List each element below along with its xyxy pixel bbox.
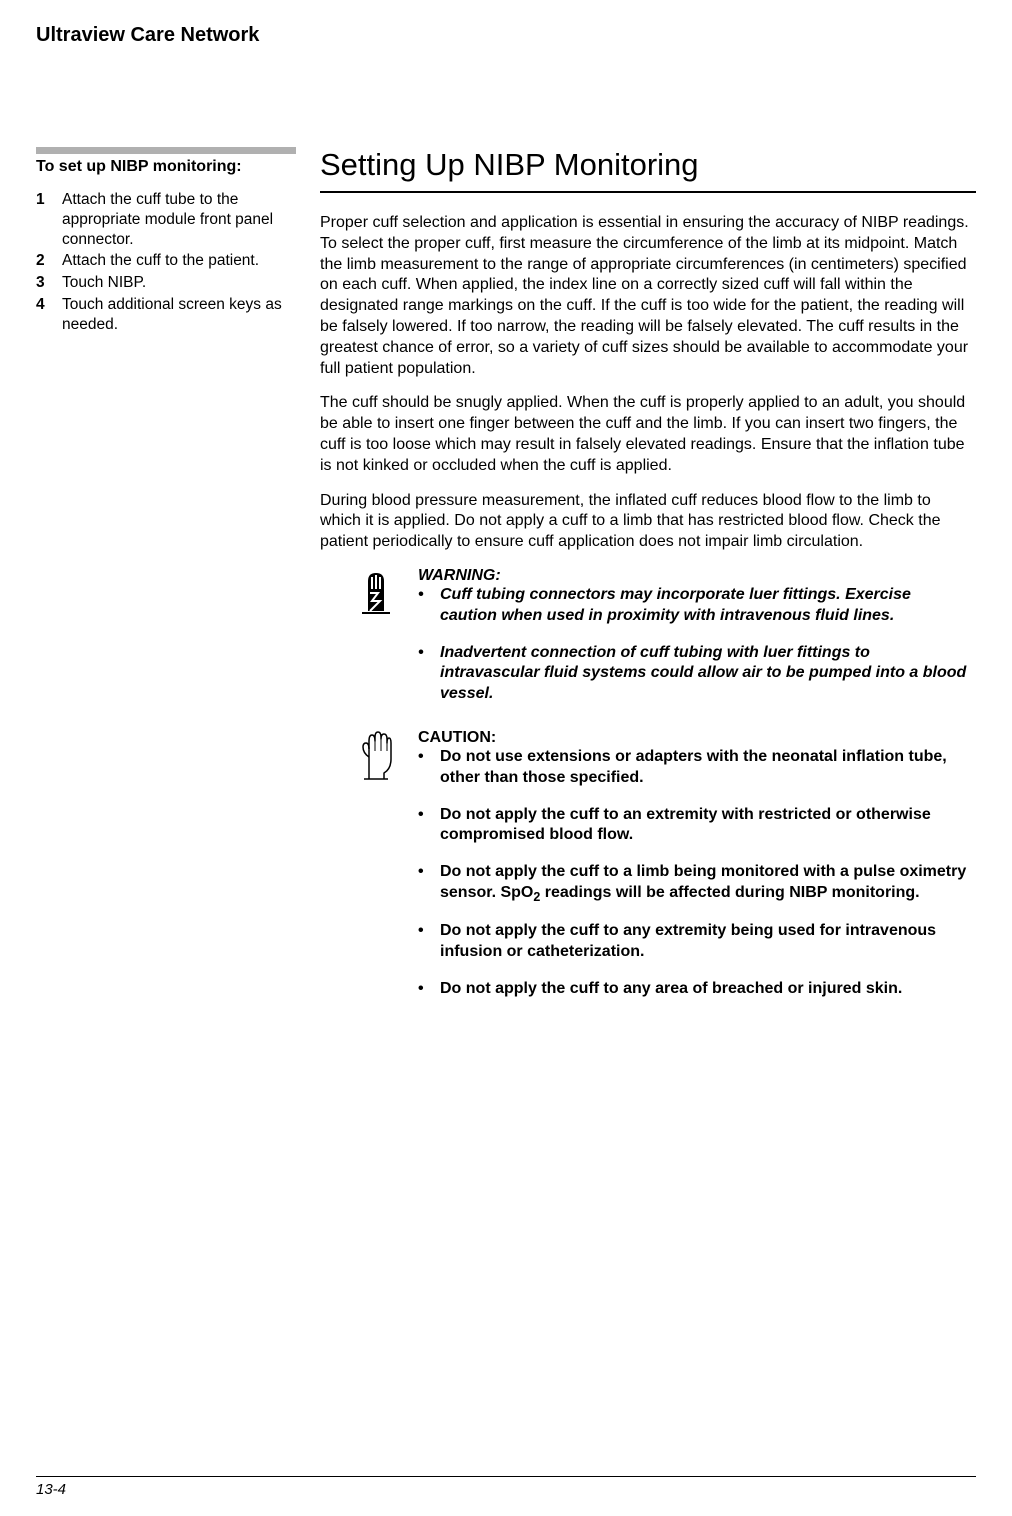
- bullet: •: [418, 862, 440, 905]
- caution-item: • Do not apply the cuff to any area of b…: [418, 979, 968, 1000]
- body-paragraph: Proper cuff selection and application is…: [320, 213, 976, 379]
- warning-block: WARNING: • Cuff tubing connectors may in…: [320, 567, 976, 721]
- step-number: 2: [36, 251, 62, 271]
- warning-text: WARNING: • Cuff tubing connectors may in…: [418, 567, 976, 721]
- bullet: •: [418, 747, 440, 789]
- sidebar-rule: [36, 147, 296, 154]
- sidebar-step: 1 Attach the cuff tube to the appropriat…: [36, 190, 296, 249]
- section-rule: [320, 191, 976, 193]
- warning-list: • Cuff tubing connectors may incorporate…: [418, 585, 968, 705]
- content: Setting Up NIBP Monitoring Proper cuff s…: [320, 147, 976, 1022]
- warning-item-text: Inadvertent connection of cuff tubing wi…: [440, 643, 968, 705]
- body-paragraph: The cuff should be snugly applied. When …: [320, 393, 976, 476]
- caution-item-text: Do not apply the cuff to a limb being mo…: [440, 862, 968, 905]
- page-footer: 13-4: [36, 1476, 976, 1498]
- warning-item: • Inadvertent connection of cuff tubing …: [418, 643, 968, 705]
- sidebar-title: To set up NIBP monitoring:: [36, 158, 296, 176]
- footer-rule: [36, 1476, 976, 1477]
- sidebar-list: 1 Attach the cuff tube to the appropriat…: [36, 190, 296, 335]
- page-number: 13-4: [36, 1481, 976, 1498]
- step-text: Touch NIBP.: [62, 273, 296, 293]
- caution-item-text: Do not use extensions or adapters with t…: [440, 747, 968, 789]
- caution-icon: [356, 729, 400, 781]
- step-text: Touch additional screen keys as needed.: [62, 295, 296, 335]
- caution-item: • Do not use extensions or adapters with…: [418, 747, 968, 789]
- caution-item-text: Do not apply the cuff to an extremity wi…: [440, 805, 968, 847]
- step-number: 3: [36, 273, 62, 293]
- caution-item: • Do not apply the cuff to an extremity …: [418, 805, 968, 847]
- sidebar: To set up NIBP monitoring: 1 Attach the …: [36, 147, 296, 337]
- caution-item: • Do not apply the cuff to a limb being …: [418, 862, 968, 905]
- step-text: Attach the cuff to the patient.: [62, 251, 296, 271]
- step-text: Attach the cuff tube to the appropriate …: [62, 190, 296, 249]
- section-title: Setting Up NIBP Monitoring: [320, 147, 976, 183]
- warning-item-text: Cuff tubing connectors may incorporate l…: [440, 585, 968, 627]
- caution-list: • Do not use extensions or adapters with…: [418, 747, 968, 1000]
- bullet: •: [418, 979, 440, 1000]
- step-number: 1: [36, 190, 62, 249]
- sidebar-step: 3 Touch NIBP.: [36, 273, 296, 293]
- body-paragraph: During blood pressure measurement, the i…: [320, 491, 976, 553]
- bullet: •: [418, 643, 440, 705]
- caution-text: CAUTION: • Do not use extensions or adap…: [418, 729, 976, 1016]
- bullet: •: [418, 921, 440, 963]
- warning-item: • Cuff tubing connectors may incorporate…: [418, 585, 968, 627]
- bullet: •: [418, 585, 440, 627]
- caution-item-text: Do not apply the cuff to any extremity b…: [440, 921, 968, 963]
- main-area: To set up NIBP monitoring: 1 Attach the …: [36, 147, 976, 1022]
- sidebar-step: 4 Touch additional screen keys as needed…: [36, 295, 296, 335]
- bullet: •: [418, 805, 440, 847]
- page-header-title: Ultraview Care Network: [36, 24, 976, 47]
- sidebar-step: 2 Attach the cuff to the patient.: [36, 251, 296, 271]
- caution-item: • Do not apply the cuff to any extremity…: [418, 921, 968, 963]
- caution-item-text: Do not apply the cuff to any area of bre…: [440, 979, 968, 1000]
- caution-heading: CAUTION:: [418, 729, 968, 747]
- step-number: 4: [36, 295, 62, 335]
- caution-block: CAUTION: • Do not use extensions or adap…: [320, 729, 976, 1016]
- warning-heading: WARNING:: [418, 567, 968, 585]
- warning-icon: [356, 567, 400, 615]
